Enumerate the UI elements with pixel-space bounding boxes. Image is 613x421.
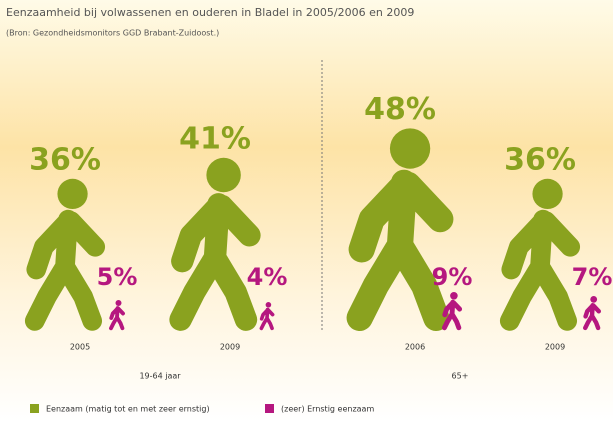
- value-label: 5%: [97, 263, 138, 291]
- person-head: [115, 300, 122, 306]
- person-head: [206, 157, 241, 193]
- person-icon: [169, 157, 261, 331]
- person-icon: [499, 178, 581, 331]
- person-icon: [109, 300, 125, 331]
- value-label: 36%: [29, 142, 101, 177]
- group-label: 19-64 jaar: [139, 372, 181, 381]
- person-body: [169, 193, 261, 331]
- person-icon: [346, 128, 454, 332]
- person-icon: [582, 296, 602, 331]
- category-label: 2006: [405, 343, 425, 352]
- chart-subtitle: (Bron: Gezondheidsmonitors GGD Brabant-Z…: [6, 29, 219, 38]
- person-body: [441, 299, 463, 331]
- person-body: [499, 209, 581, 331]
- value-label: 7%: [572, 263, 613, 291]
- category-label: 2005: [70, 343, 90, 352]
- person-icon: [24, 178, 106, 331]
- category-label: 2009: [220, 343, 240, 352]
- person-head: [389, 128, 431, 169]
- value-label: 41%: [179, 121, 251, 156]
- legend-swatch: [265, 404, 274, 413]
- person-body: [109, 306, 125, 331]
- legend-label: (zeer) Ernstig eenzaam: [281, 405, 374, 414]
- category-label: 2009: [545, 343, 565, 352]
- chart-title: Eenzaamheid bij volwassenen en ouderen i…: [6, 6, 414, 19]
- person-head: [265, 302, 272, 308]
- value-label: 4%: [247, 263, 288, 291]
- value-label: 36%: [504, 142, 576, 177]
- person-head: [57, 178, 88, 210]
- person-body: [346, 169, 454, 332]
- group-label: 65+: [452, 372, 469, 381]
- person-body: [259, 307, 275, 331]
- value-label: 9%: [432, 263, 473, 291]
- legend-swatch: [30, 404, 39, 413]
- person-head: [590, 296, 598, 303]
- legend-label: Eenzaam (matig tot en met zeer ernstig): [46, 405, 210, 414]
- person-icon: [441, 292, 463, 331]
- value-label: 48%: [364, 92, 436, 127]
- person-body: [24, 209, 106, 331]
- person-head: [450, 292, 458, 300]
- person-icon: [259, 302, 275, 331]
- person-head: [532, 178, 563, 210]
- person-body: [582, 302, 602, 331]
